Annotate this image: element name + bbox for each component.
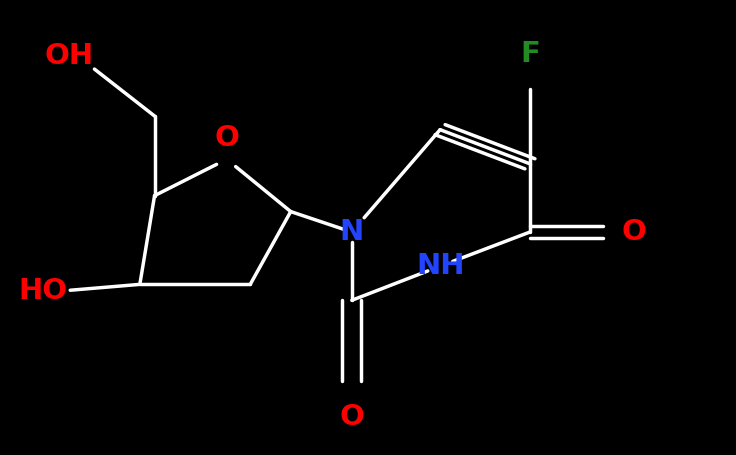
Text: OH: OH (44, 41, 93, 70)
Text: O: O (339, 403, 364, 431)
Text: HO: HO (18, 277, 68, 305)
Text: NH: NH (416, 252, 464, 280)
Text: O: O (214, 124, 239, 152)
Text: N: N (340, 218, 364, 246)
Text: O: O (622, 218, 647, 246)
Text: F: F (520, 40, 540, 68)
